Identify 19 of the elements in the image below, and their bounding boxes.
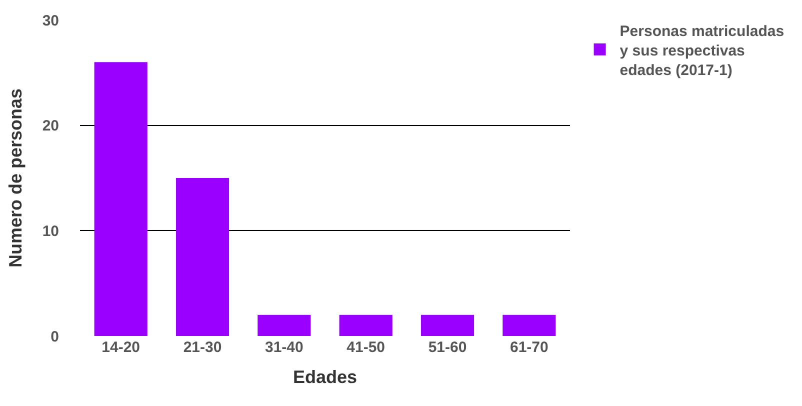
bar bbox=[94, 62, 148, 336]
y-axis-title: Numero de personas bbox=[6, 88, 26, 268]
y-tick-label: 30 bbox=[42, 12, 59, 30]
bar bbox=[420, 314, 474, 336]
bar bbox=[502, 314, 556, 336]
x-tick-label: 31-40 bbox=[264, 339, 304, 356]
x-tick-label: 61-70 bbox=[510, 339, 548, 356]
y-tick-label: 20 bbox=[42, 118, 59, 135]
y-tick-label: 10 bbox=[42, 222, 59, 240]
x-tick-label: 51-60 bbox=[428, 339, 467, 356]
bar bbox=[176, 178, 230, 336]
y-tick-label: 0 bbox=[50, 328, 59, 346]
x-tick-label: 41-50 bbox=[346, 339, 386, 356]
bar bbox=[258, 314, 311, 336]
x-tick-label: 14-20 bbox=[102, 339, 140, 356]
x-axis-title: Edades bbox=[292, 367, 358, 388]
legend-label: Personas matriculadas y sus respectivas edades (2017-1) bbox=[620, 22, 784, 79]
x-tick-label: 21-30 bbox=[183, 339, 222, 356]
bar bbox=[339, 314, 392, 336]
